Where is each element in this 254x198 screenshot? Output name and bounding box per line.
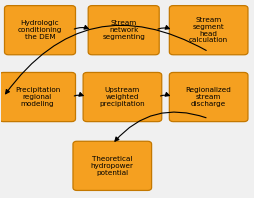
Text: Hydrologic
conditioning
the DEM: Hydrologic conditioning the DEM — [18, 20, 62, 40]
FancyBboxPatch shape — [73, 141, 151, 190]
FancyBboxPatch shape — [83, 72, 161, 122]
Text: Stream
segment
head
calculation: Stream segment head calculation — [188, 17, 227, 43]
Text: Upstream
weighted
precipitation: Upstream weighted precipitation — [99, 87, 145, 107]
FancyBboxPatch shape — [0, 72, 75, 122]
Text: Stream
network
segmenting: Stream network segmenting — [102, 20, 145, 40]
Text: Theoretical
hydropower
potential: Theoretical hydropower potential — [90, 156, 133, 176]
FancyBboxPatch shape — [169, 6, 247, 55]
FancyBboxPatch shape — [5, 6, 75, 55]
FancyBboxPatch shape — [169, 72, 247, 122]
Text: Precipitation
regional
modeling: Precipitation regional modeling — [15, 87, 60, 107]
FancyBboxPatch shape — [88, 6, 158, 55]
Text: Regionalized
stream
discharge: Regionalized stream discharge — [185, 87, 231, 107]
